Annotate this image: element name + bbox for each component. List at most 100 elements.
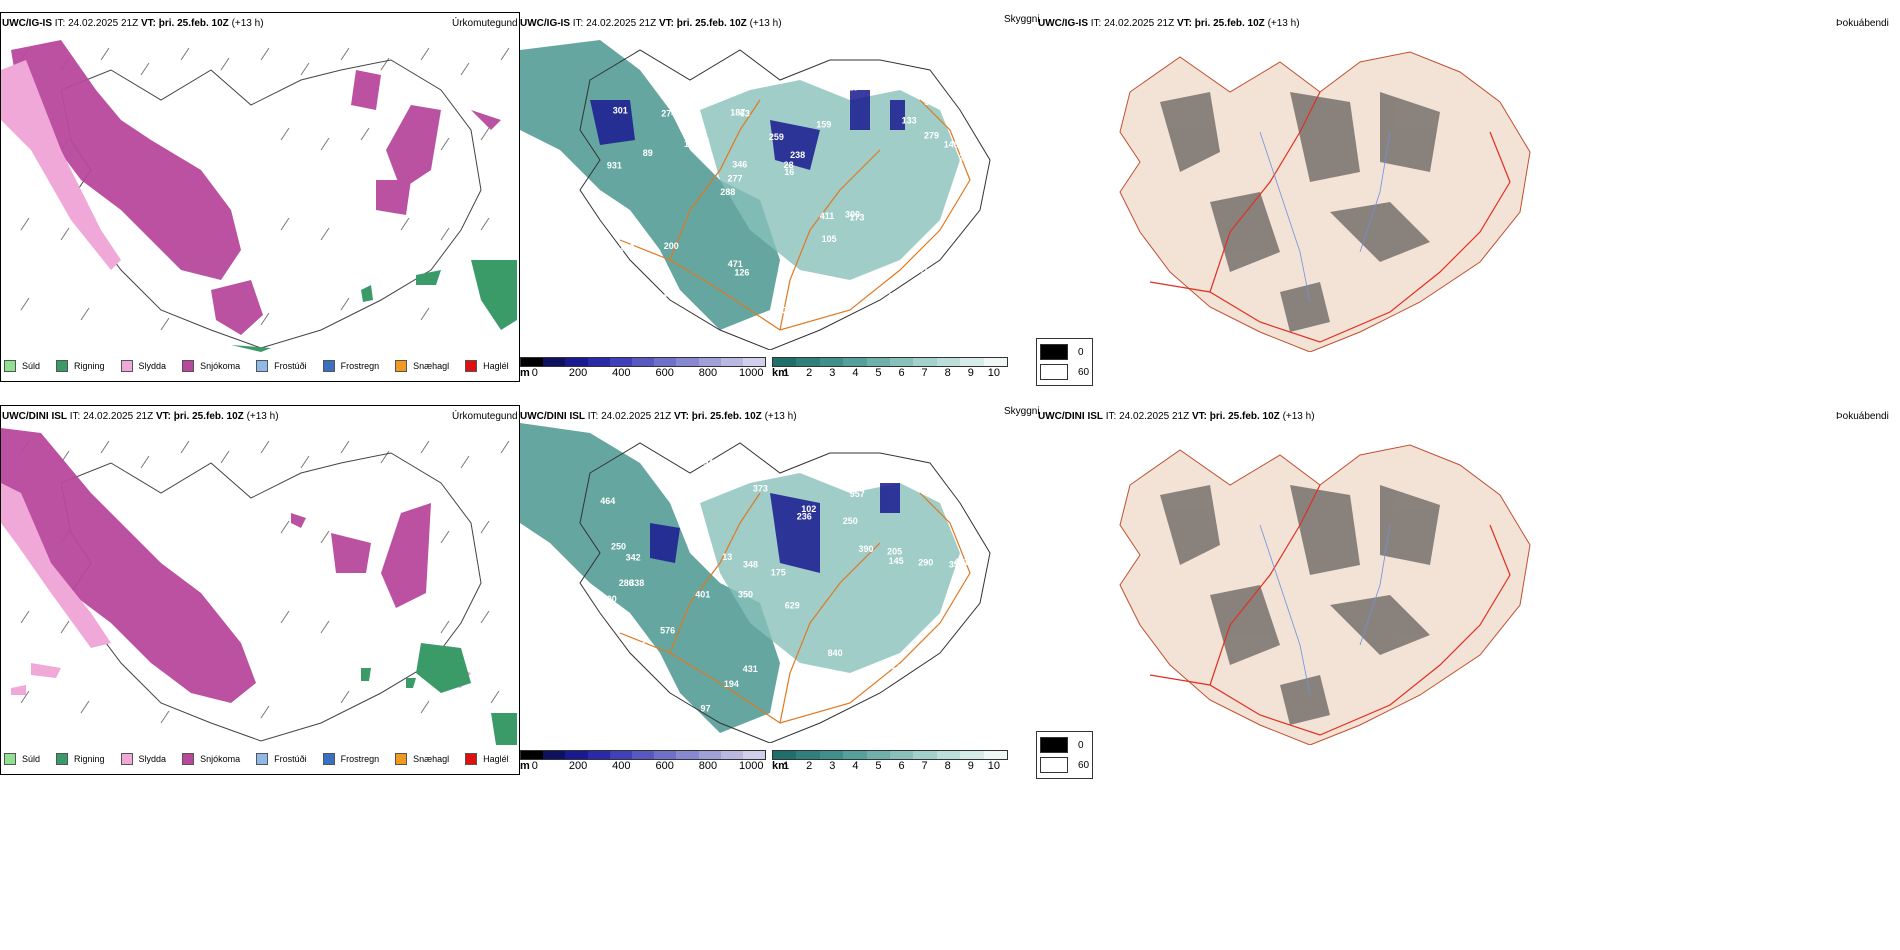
colorbar-cell	[654, 751, 677, 759]
colorbar-tick-label: 1	[783, 760, 790, 772]
colorbar-tick-label: 7	[921, 367, 928, 379]
visibility-colorbar-labels: 1 2 3 4 5 6 7 8 9 10	[772, 367, 1008, 379]
ceiling-height-label: 540	[924, 97, 939, 107]
ceiling-height-label: 259	[769, 132, 784, 142]
ceiling-height-label: 290	[918, 557, 933, 567]
ceiling-height-label: 126	[662, 289, 677, 299]
vt-value: þri. 25.feb. 10Z	[158, 18, 229, 29]
ceiling-height-label: 13	[722, 552, 732, 562]
colorbar-tick-label: 2	[806, 760, 813, 772]
ceiling-height-label: 200	[664, 241, 679, 251]
vt-label: VT:	[658, 18, 674, 29]
lead-time: (+13 h)	[1267, 18, 1300, 29]
vt-label: VT:	[673, 411, 689, 422]
visibility-colorbar-top: 1 2 3 4 5 6 7 8 9 10 km	[772, 357, 1008, 379]
legend-item: Frostúði	[256, 753, 307, 765]
ceiling-height-label: 78	[898, 663, 908, 673]
ceiling-height-label: 411	[954, 557, 969, 567]
colorbar-tick-label: 4	[852, 367, 859, 379]
colorbar-cell	[521, 358, 544, 366]
ceiling-height-label: 439	[595, 297, 610, 307]
precip-legend-top: Súld Rigning Slydda Snjókoma Frostúði Fr…	[4, 360, 525, 372]
colorbar-tick-label: 5	[875, 367, 882, 379]
legend-swatch	[395, 360, 408, 372]
ceiling-height-label: 670	[587, 638, 602, 648]
vt-value: þri. 25.feb. 10Z	[173, 411, 244, 422]
colorbar-tick-label: 200	[568, 367, 588, 379]
panel-title-precip-bottom: Úrkomutegund	[452, 411, 518, 422]
fog-key-row: 0	[1040, 735, 1089, 755]
colorbar-cell	[609, 358, 632, 366]
colorbar-cell	[913, 751, 937, 759]
colorbar-cell	[609, 751, 632, 759]
ceiling-height-label: 365	[695, 137, 710, 147]
ceiling-height-label: 466	[887, 292, 902, 302]
it-value: 24.02.2025 21Z	[586, 18, 657, 29]
colorbar-cell	[796, 751, 820, 759]
header-visibility-top: UWC/IG-IS IT: 24.02.2025 21Z VT: þri. 25…	[520, 18, 782, 29]
ceiling-height-label: 350	[738, 589, 753, 599]
legend-swatch	[465, 360, 478, 372]
colorbar-cell	[521, 751, 544, 759]
legend-swatch	[256, 360, 269, 372]
ceiling-height-label: 153	[936, 463, 951, 473]
colorbar-tick-label: 400	[612, 760, 631, 772]
ceiling-height-label: 229	[613, 691, 628, 701]
ceiling-height-label: 236	[797, 512, 812, 522]
panel-title-visibility-top: Skyggni	[1004, 14, 1040, 25]
ceiling-height-label: 138	[956, 636, 971, 646]
it-value: 24.02.2025 21Z	[1104, 18, 1175, 29]
ceiling-height-label: 105	[822, 234, 837, 244]
ceiling-height-label: 348	[743, 560, 758, 570]
ceiling-height-label: 957	[850, 489, 865, 499]
ceiling-height-label: 102	[801, 504, 816, 514]
ceiling-height-label: 194	[724, 679, 739, 689]
colorbar-cell	[983, 751, 1008, 759]
colorbar-cell	[587, 751, 610, 759]
ceiling-height-label: 464	[600, 496, 615, 506]
colorbar-cell	[773, 358, 797, 366]
model-name: UWC/IG-IS	[1038, 18, 1088, 29]
visibility-low-area	[520, 40, 780, 330]
colorbar-cell	[866, 751, 891, 759]
rivers	[1259, 524, 1391, 696]
visibility-unit: km	[772, 367, 788, 379]
precip-legend-bottom: Súld Rigning Slydda Snjókoma Frostúði Fr…	[4, 753, 525, 765]
legend-swatch	[465, 753, 478, 765]
colorbar-cell	[843, 751, 867, 759]
ceiling-unit: m	[520, 760, 530, 772]
ceiling-height-label: 413	[878, 462, 893, 472]
ceiling-height-label: 288	[720, 187, 735, 197]
colorbar-tick-label: 10	[987, 367, 1000, 379]
ceiling-height-label: 63	[740, 109, 750, 119]
it-label: IT:	[572, 18, 584, 29]
ceiling-height-label: 250	[843, 516, 858, 526]
snow-areas	[11, 40, 501, 335]
ceiling-height-label: 229	[619, 243, 634, 253]
ceiling-height-label: 629	[785, 601, 800, 611]
precip-panel-bottom	[0, 405, 520, 775]
colorbar-cell	[936, 358, 961, 366]
colorbar-tick-label: 7	[921, 760, 928, 772]
colorbar-cell	[819, 358, 844, 366]
colorbar-cell	[654, 358, 677, 366]
ceiling-colorbar-labels: 0 200 400 600 800 1000	[520, 367, 766, 379]
snow-areas	[1, 428, 431, 703]
ceiling-height-label: 431	[743, 664, 758, 674]
lead-time: (+13 h)	[764, 411, 797, 422]
visibility-colorbar-cells	[772, 357, 1008, 367]
ceiling-height-label: 191	[684, 139, 699, 149]
colorbar-cell	[742, 751, 766, 759]
ceiling-height-label: 300	[845, 210, 860, 220]
colorbar-cell	[543, 751, 566, 759]
header-fog-bottom: UWC/DINI ISL IT: 24.02.2025 21Z VT: þri.…	[1038, 411, 1315, 422]
ceiling-height-label: 159	[816, 120, 831, 130]
model-name: UWC/IG-IS	[2, 18, 52, 29]
legend-item: Frostregn	[322, 753, 379, 765]
ceiling-height-label: 301	[613, 106, 628, 116]
header-precip-top: UWC/IG-IS IT: 24.02.2025 21Z VT: þri. 25…	[2, 18, 264, 29]
colorbar-tick-label: 800	[698, 760, 718, 772]
ceiling-height-label: 338	[629, 578, 644, 588]
colorbar-cell	[913, 358, 937, 366]
precip-map-bottom	[1, 428, 517, 745]
